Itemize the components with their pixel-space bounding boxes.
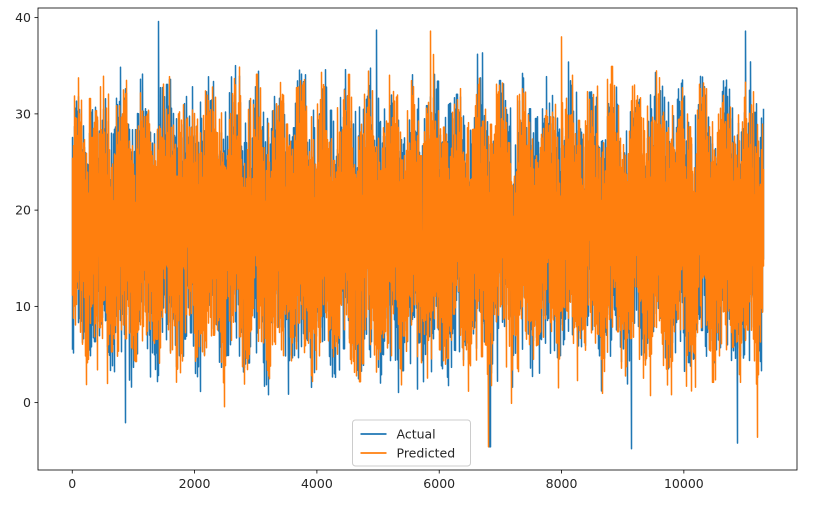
y-tick-label-40: 40 — [15, 10, 31, 25]
x-tick-label-6000: 6000 — [423, 476, 455, 491]
legend-box — [352, 419, 471, 467]
plot-area — [71, 20, 765, 450]
y-tick-label-10: 10 — [15, 299, 31, 314]
axes: 0 2000 4000 6000 8000 10000 0 10 20 30 40 — [15, 7, 798, 491]
x-tick-label-10000: 10000 — [664, 476, 704, 491]
axes-frame — [37, 7, 798, 471]
x-tick-label-8000: 8000 — [546, 476, 578, 491]
legend-label-predicted: Predicted — [397, 446, 456, 461]
y-tick-label-30: 30 — [15, 106, 31, 121]
legend-label-actual: Actual — [397, 427, 436, 442]
x-tick-label-4000: 4000 — [301, 476, 333, 491]
x-tick-label-0: 0 — [68, 476, 76, 491]
series-line-predicted — [71, 30, 765, 448]
legend: Actual Predicted — [352, 419, 471, 467]
y-tick-label-0: 0 — [23, 395, 31, 410]
x-tick-label-2000: 2000 — [179, 476, 211, 491]
y-tick-label-20: 20 — [15, 203, 31, 218]
